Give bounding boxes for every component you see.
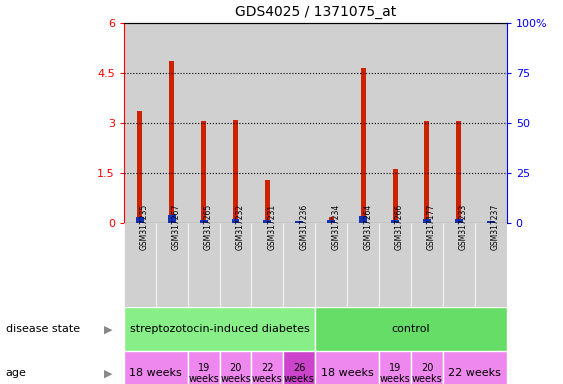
- Bar: [124, 307, 315, 351]
- Bar: [124, 23, 156, 223]
- Text: 22 weeks: 22 weeks: [448, 368, 501, 379]
- Text: ▶: ▶: [104, 368, 113, 379]
- Text: GSM317265: GSM317265: [204, 204, 213, 250]
- Bar: [425, 121, 430, 223]
- Text: 22
weeks: 22 weeks: [252, 363, 283, 384]
- Bar: [252, 23, 283, 223]
- Bar: [220, 23, 252, 223]
- Bar: [233, 119, 238, 223]
- Bar: [315, 351, 379, 384]
- Bar: [169, 61, 174, 223]
- Bar: [265, 180, 270, 223]
- Bar: [168, 215, 176, 223]
- Bar: [411, 223, 443, 307]
- Bar: [187, 223, 220, 307]
- Bar: [329, 217, 334, 223]
- Bar: [423, 219, 431, 223]
- Bar: [391, 220, 399, 223]
- Bar: [156, 23, 187, 223]
- Bar: [136, 217, 144, 223]
- Bar: [124, 223, 156, 307]
- Bar: [379, 351, 411, 384]
- Bar: [443, 23, 475, 223]
- Bar: [283, 23, 315, 223]
- Text: GSM317237: GSM317237: [491, 204, 500, 250]
- Text: GSM317264: GSM317264: [363, 204, 372, 250]
- Bar: [252, 223, 283, 307]
- Bar: [137, 111, 142, 223]
- Bar: [443, 351, 507, 384]
- Text: age: age: [6, 368, 26, 379]
- Bar: [411, 351, 443, 384]
- Bar: [252, 351, 283, 384]
- Bar: [347, 23, 379, 223]
- Text: control: control: [392, 324, 430, 334]
- Text: GSM317235: GSM317235: [140, 204, 149, 250]
- Text: 18 weeks: 18 weeks: [129, 368, 182, 379]
- Text: GSM317234: GSM317234: [331, 204, 340, 250]
- Text: GSM317236: GSM317236: [300, 204, 309, 250]
- Bar: [457, 121, 461, 223]
- Text: GSM317233: GSM317233: [459, 204, 468, 250]
- Bar: [201, 121, 206, 223]
- Bar: [231, 219, 239, 223]
- Bar: [347, 223, 379, 307]
- Bar: [220, 223, 252, 307]
- Title: GDS4025 / 1371075_at: GDS4025 / 1371075_at: [235, 5, 396, 19]
- Text: GSM317266: GSM317266: [395, 204, 404, 250]
- Text: disease state: disease state: [6, 324, 80, 334]
- Bar: [327, 220, 335, 223]
- Bar: [475, 23, 507, 223]
- Bar: [487, 222, 495, 223]
- Bar: [379, 223, 411, 307]
- Text: 20
weeks: 20 weeks: [220, 363, 251, 384]
- Bar: [283, 223, 315, 307]
- Bar: [124, 351, 187, 384]
- Bar: [283, 351, 315, 384]
- Text: 19
weeks: 19 weeks: [188, 363, 219, 384]
- Bar: [315, 23, 347, 223]
- Bar: [187, 23, 220, 223]
- Bar: [379, 23, 411, 223]
- Bar: [156, 223, 187, 307]
- Bar: [297, 222, 302, 223]
- Text: GSM317232: GSM317232: [235, 204, 244, 250]
- Bar: [475, 223, 507, 307]
- Text: GSM317177: GSM317177: [427, 204, 436, 250]
- Text: streptozotocin-induced diabetes: streptozotocin-induced diabetes: [129, 324, 310, 334]
- Bar: [392, 169, 397, 223]
- Bar: [220, 351, 252, 384]
- Bar: [315, 307, 507, 351]
- Text: 19
weeks: 19 weeks: [379, 363, 410, 384]
- Text: ▶: ▶: [104, 324, 113, 334]
- Bar: [361, 68, 365, 223]
- Bar: [187, 351, 220, 384]
- Bar: [315, 223, 347, 307]
- Text: 20
weeks: 20 weeks: [412, 363, 443, 384]
- Text: 26
weeks: 26 weeks: [284, 363, 315, 384]
- Bar: [296, 222, 303, 223]
- Bar: [263, 220, 271, 223]
- Bar: [443, 223, 475, 307]
- Bar: [488, 222, 493, 223]
- Bar: [359, 216, 367, 223]
- Text: GSM317267: GSM317267: [172, 204, 181, 250]
- Text: GSM317231: GSM317231: [267, 204, 276, 250]
- Text: 18 weeks: 18 weeks: [321, 368, 374, 379]
- Bar: [455, 219, 463, 223]
- Bar: [200, 220, 208, 223]
- Bar: [411, 23, 443, 223]
